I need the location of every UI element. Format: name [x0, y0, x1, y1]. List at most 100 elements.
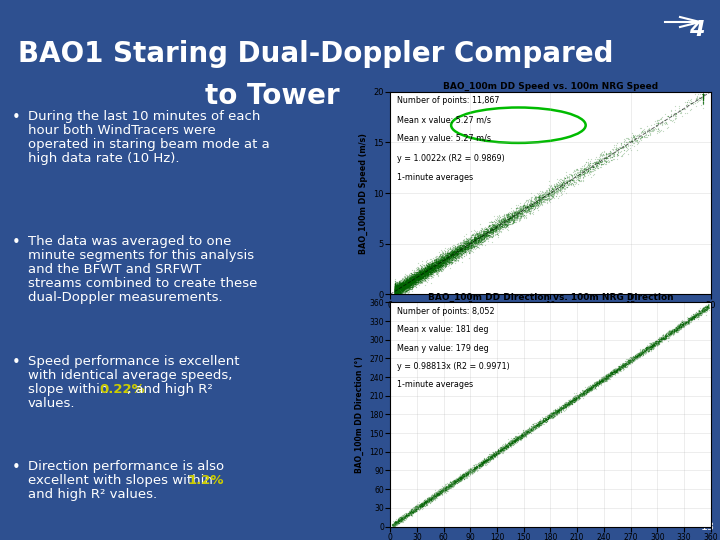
Point: [421, 260, 433, 269]
Point: [416, 268, 428, 277]
Point: [677, 316, 688, 325]
Point: [426, 493, 438, 502]
Point: [444, 252, 456, 261]
Point: [398, 278, 410, 286]
Point: [477, 458, 488, 467]
Point: [443, 249, 454, 258]
Point: [496, 223, 508, 232]
Point: [452, 248, 464, 257]
Point: [670, 323, 682, 332]
Point: [498, 444, 509, 453]
Point: [428, 266, 440, 275]
Point: [427, 266, 438, 274]
Point: [406, 276, 418, 285]
Point: [394, 288, 405, 296]
Point: [603, 373, 614, 382]
Point: [685, 313, 697, 321]
Point: [466, 238, 477, 246]
Point: [436, 261, 447, 270]
Point: [477, 233, 489, 242]
Point: [427, 271, 438, 279]
Point: [657, 329, 669, 338]
Point: [432, 266, 444, 274]
Point: [462, 243, 473, 252]
Point: [419, 268, 431, 276]
Point: [420, 269, 431, 278]
Point: [598, 374, 610, 383]
Point: [670, 326, 682, 334]
Point: [571, 394, 582, 403]
Point: [401, 281, 413, 290]
Point: [578, 390, 590, 399]
Point: [431, 259, 443, 267]
Point: [454, 246, 465, 254]
Point: [533, 195, 544, 204]
Point: [611, 368, 623, 376]
Point: [403, 279, 415, 287]
Point: [428, 266, 440, 275]
Point: [433, 487, 444, 495]
Point: [559, 400, 571, 409]
Point: [701, 305, 712, 314]
Point: [661, 332, 672, 340]
Point: [397, 282, 409, 291]
Point: [499, 220, 510, 228]
Point: [390, 287, 401, 295]
Point: [415, 272, 426, 280]
Point: [469, 466, 481, 475]
Point: [397, 285, 408, 294]
Point: [525, 198, 536, 207]
Point: [390, 286, 401, 295]
Point: [455, 242, 467, 251]
Point: [461, 470, 472, 478]
Point: [670, 106, 681, 114]
Point: [454, 241, 465, 249]
Point: [461, 245, 472, 253]
Point: [390, 286, 401, 294]
Point: [437, 256, 449, 265]
Point: [521, 202, 532, 211]
Point: [595, 375, 607, 383]
Point: [439, 255, 451, 264]
Point: [554, 183, 565, 191]
Point: [456, 469, 468, 478]
Point: [687, 312, 698, 321]
Point: [392, 284, 403, 293]
Point: [392, 283, 404, 292]
Point: [460, 240, 472, 248]
Point: [569, 396, 580, 405]
Point: [624, 356, 636, 364]
Point: [390, 286, 401, 294]
Point: [472, 233, 484, 242]
Point: [419, 264, 431, 272]
Point: [423, 260, 435, 268]
Point: [492, 220, 504, 228]
Point: [516, 430, 527, 439]
Point: [474, 232, 485, 241]
Point: [456, 247, 468, 256]
Point: [465, 468, 477, 476]
Point: [497, 447, 508, 456]
Point: [700, 306, 711, 314]
Point: [415, 267, 427, 276]
Point: [456, 471, 468, 480]
Point: [535, 192, 546, 200]
Point: [552, 406, 564, 414]
Point: [462, 243, 474, 252]
Point: [588, 381, 599, 390]
Point: [629, 352, 641, 361]
Point: [447, 248, 459, 256]
Point: [510, 435, 521, 443]
Point: [472, 237, 483, 245]
Point: [475, 460, 487, 468]
Point: [401, 282, 413, 291]
Point: [469, 239, 481, 247]
Point: [466, 241, 477, 249]
Point: [497, 220, 508, 228]
Point: [455, 245, 467, 253]
Point: [400, 275, 412, 284]
Point: [572, 175, 584, 184]
Point: [544, 186, 555, 194]
Point: [562, 400, 574, 408]
Point: [613, 364, 624, 373]
